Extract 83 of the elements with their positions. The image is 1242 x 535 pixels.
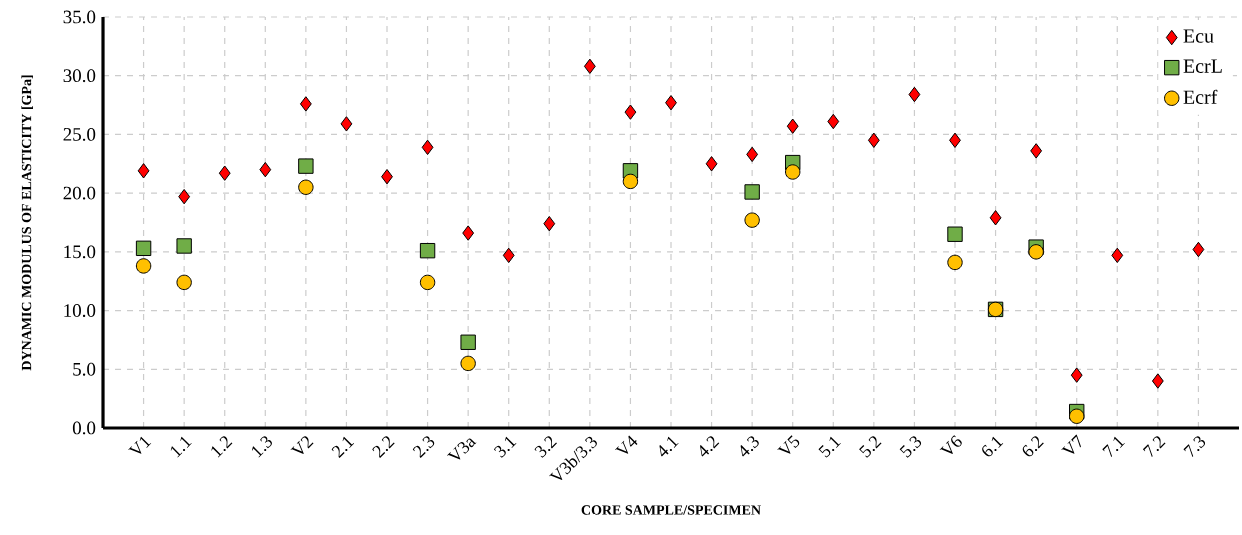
point <box>867 132 880 148</box>
point <box>460 334 476 350</box>
x-tick-label: V4 <box>615 435 638 454</box>
x-tick-label: 2.1 <box>331 436 355 458</box>
y-tick-label: 25.0 <box>63 127 96 141</box>
point <box>1192 241 1205 258</box>
point <box>135 240 152 257</box>
point <box>1111 247 1124 264</box>
point <box>622 173 639 190</box>
point <box>299 96 312 112</box>
x-axis-title: CORE SAMPLE/SPECIMEN <box>581 505 761 515</box>
x-tick-label: 1.2 <box>211 436 233 458</box>
x-tick-label: 6.2 <box>1022 436 1044 457</box>
y-tick-label: 30.0 <box>63 69 96 83</box>
point <box>949 132 961 148</box>
point <box>947 226 963 242</box>
y-tick-label: 15.0 <box>64 245 96 259</box>
point <box>135 258 152 274</box>
x-tick-label: 2.2 <box>372 436 395 458</box>
point <box>744 212 760 228</box>
x-tick-label: 5.2 <box>859 436 882 458</box>
point <box>502 247 515 264</box>
point <box>421 139 434 156</box>
point <box>583 58 596 75</box>
x-tick-label: 4.1 <box>659 436 679 457</box>
point <box>746 146 759 163</box>
point <box>947 254 963 271</box>
y-tick-label: 5.0 <box>73 362 96 376</box>
point <box>137 163 150 179</box>
point <box>419 274 436 291</box>
x-tick-label: V1 <box>128 436 152 454</box>
x-tick-label: 2.3 <box>412 436 435 458</box>
x-tick-label: 5.3 <box>899 436 922 458</box>
legend-label: EcrL <box>1183 59 1222 73</box>
point <box>218 165 231 181</box>
legend-label: Ecrf <box>1183 89 1218 104</box>
x-tick-label: V3a <box>447 438 477 460</box>
point <box>1030 143 1043 159</box>
x-tick-label: V7 <box>1061 434 1081 454</box>
point <box>381 169 393 185</box>
x-tick-label: V2 <box>290 436 314 454</box>
point <box>460 355 476 372</box>
point <box>340 116 353 132</box>
x-tick-label: 7.2 <box>1142 436 1166 458</box>
y-tick-label: 35.0 <box>63 10 96 24</box>
point <box>908 86 921 103</box>
y-axis-title: DYNAMIC MODULUS OF ELASTICITY [GPa] <box>21 75 33 371</box>
point <box>543 215 556 232</box>
point <box>624 104 637 120</box>
point <box>419 242 436 259</box>
point <box>178 188 191 205</box>
legend-label: Ecu <box>1183 29 1214 43</box>
point <box>705 156 718 172</box>
point <box>989 210 1002 226</box>
x-tick-label: 4.2 <box>700 436 720 457</box>
point <box>786 118 799 134</box>
x-tick-label: 3.1 <box>493 436 517 458</box>
point <box>785 164 801 180</box>
y-tick-label: 10.0 <box>64 304 96 318</box>
x-tick-label: 5.1 <box>818 436 841 458</box>
y-tick-label: 20.0 <box>63 186 96 200</box>
point <box>827 113 840 130</box>
x-tick-label: 6.1 <box>982 436 1004 457</box>
x-tick-label: 7.1 <box>1102 436 1125 458</box>
point <box>1069 408 1085 424</box>
point <box>1070 367 1083 383</box>
point <box>259 161 272 178</box>
y-tick-label: 0.0 <box>72 421 96 435</box>
x-tick-label: 1.1 <box>170 436 192 458</box>
point <box>1028 244 1044 260</box>
point <box>744 184 760 200</box>
point <box>176 274 192 291</box>
x-tick-label: 1.3 <box>251 436 272 458</box>
x-tick-label: 7.3 <box>1183 436 1206 458</box>
x-tick-label: V6 <box>939 435 962 454</box>
point <box>462 225 475 241</box>
point <box>176 238 192 254</box>
point <box>298 158 314 174</box>
point <box>665 95 677 111</box>
point <box>1151 373 1164 389</box>
x-tick-label: V5 <box>777 435 800 454</box>
point <box>298 179 314 195</box>
x-tick-label: 4.3 <box>740 436 759 457</box>
